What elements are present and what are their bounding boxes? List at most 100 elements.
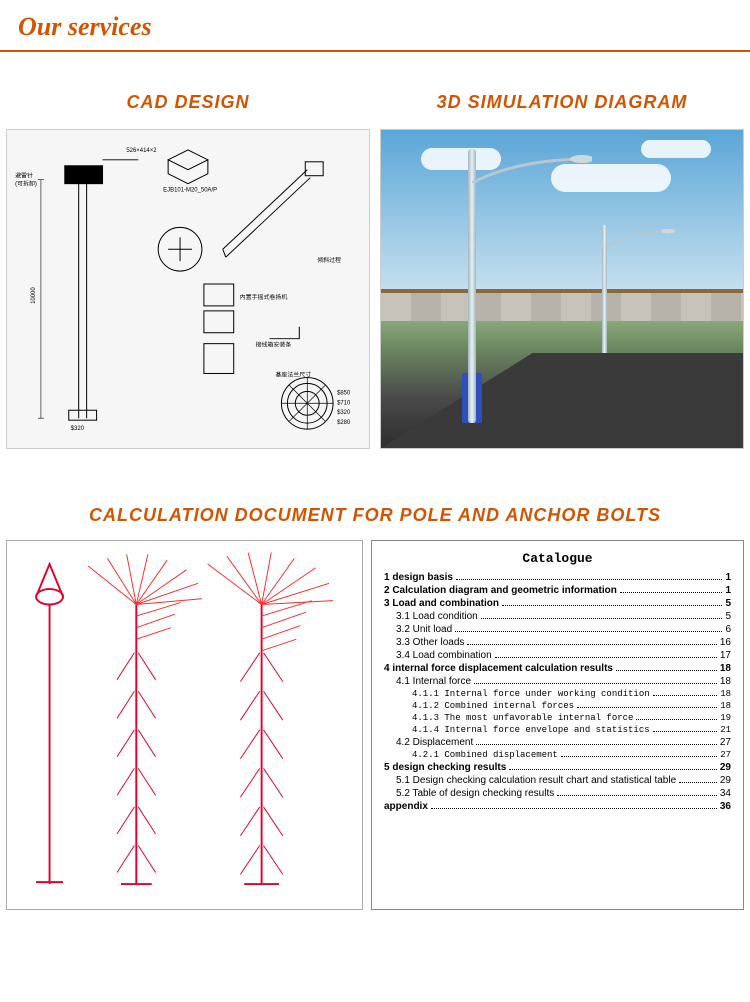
toc-dots	[561, 756, 717, 757]
toc-line: 5 design checking results 29	[384, 762, 731, 773]
sim-title: 3D SIMULATION DIAGRAM	[380, 92, 744, 113]
svg-text:526×414×2: 526×414×2	[126, 148, 157, 154]
svg-text:$320: $320	[337, 410, 351, 416]
toc-page: 5	[725, 598, 731, 609]
toc-line: 3 Load and combination 5	[384, 598, 731, 609]
toc-line: 4 internal force displacement calculatio…	[384, 663, 731, 674]
toc-page: 18	[720, 676, 731, 687]
toc-label: 3.1 Load condition	[396, 611, 478, 622]
toc-line: 2 Calculation diagram and geometric info…	[384, 585, 731, 596]
toc-label: 4.2 Displacement	[396, 737, 473, 748]
toc-line: 4.1.1 Internal force under working condi…	[384, 689, 731, 699]
toc-dots	[509, 769, 717, 770]
svg-text:$320: $320	[71, 426, 85, 432]
toc-page: 18	[720, 701, 731, 711]
toc-page: 5	[725, 611, 731, 622]
catalogue-toc: 1 design basis 1 2 Calculation diagram and…	[384, 572, 731, 812]
toc-dots	[502, 605, 722, 606]
svg-text:倾斜过程: 倾斜过程	[317, 256, 341, 264]
svg-text:避雷针: 避雷针	[15, 172, 33, 180]
toc-page: 19	[720, 713, 731, 723]
toc-page: 29	[720, 762, 731, 773]
toc-label: 4.2.1 Combined displacement	[412, 750, 558, 760]
toc-line: 3.4 Load combination 17	[384, 650, 731, 661]
toc-label: 3.4 Load combination	[396, 650, 492, 661]
toc-page: 17	[720, 650, 731, 661]
toc-line: 1 design basis 1	[384, 572, 731, 583]
toc-label: 4.1.2 Combined internal forces	[412, 701, 574, 711]
toc-page: 27	[720, 750, 731, 760]
toc-dots	[431, 808, 717, 809]
svg-text:接线箱安装条: 接线箱安装条	[256, 341, 292, 349]
toc-line: 4.2 Displacement 27	[384, 737, 731, 748]
toc-page: 1	[725, 572, 731, 583]
toc-dots	[481, 618, 723, 619]
toc-page: 6	[725, 624, 731, 635]
toc-dots	[653, 695, 718, 696]
toc-line: appendix36	[384, 801, 731, 812]
toc-label: 3.2 Unit load	[396, 624, 452, 635]
toc-dots	[636, 719, 717, 720]
cad-title: CAD DESIGN	[6, 92, 370, 113]
toc-line: 5.1 Design checking calculation result c…	[384, 775, 731, 786]
cad-panel: CAD DESIGN	[6, 92, 370, 449]
catalogue-heading: Catalogue	[384, 551, 731, 566]
toc-label: 1 design basis	[384, 572, 453, 583]
svg-text:内置手摇式卷扬机: 内置手摇式卷扬机	[240, 293, 288, 301]
toc-dots	[455, 631, 722, 632]
toc-dots	[467, 644, 717, 645]
svg-text:$850: $850	[337, 390, 351, 396]
toc-page: 1	[725, 585, 731, 596]
svg-text:(可拆卸): (可拆卸)	[15, 180, 37, 188]
bottom-row: Catalogue 1 design basis 1 2 Calculation d…	[0, 540, 750, 930]
toc-page: 29	[720, 775, 731, 786]
toc-label: 5.2 Table of design checking results	[396, 788, 554, 799]
page-header: Our services	[0, 0, 750, 52]
toc-dots	[616, 670, 717, 671]
page-title: Our services	[18, 12, 732, 42]
toc-label: 3 Load and combination	[384, 598, 499, 609]
toc-page: 21	[720, 725, 731, 735]
calc-doc-title: CALCULATION DOCUMENT FOR POLE AND ANCHOR…	[0, 505, 750, 526]
toc-dots	[577, 707, 717, 708]
toc-page: 34	[720, 788, 731, 799]
sim-panel: 3D SIMULATION DIAGRAM	[380, 92, 744, 449]
toc-label: 5 design checking results	[384, 762, 506, 773]
svg-text:EJB101-M20_50A/P: EJB101-M20_50A/P	[163, 188, 217, 194]
simulation-render	[380, 129, 744, 449]
toc-line: 4.1.4 Internal force envelope and statis…	[384, 725, 731, 735]
catalogue-box: Catalogue 1 design basis 1 2 Calculation d…	[371, 540, 744, 910]
toc-label: 4.1 Internal force	[396, 676, 471, 687]
toc-label: 2 Calculation diagram and geometric info…	[384, 585, 617, 596]
svg-text:$280: $280	[337, 420, 351, 426]
top-row: CAD DESIGN	[0, 92, 750, 449]
toc-page: 27	[720, 737, 731, 748]
toc-line: 4.1.3 The most unfavorable internal forc…	[384, 713, 731, 723]
toc-dots	[653, 731, 718, 732]
toc-page: 18	[720, 689, 731, 699]
toc-dots	[495, 657, 717, 658]
toc-label: 4.1.3 The most unfavorable internal forc…	[412, 713, 633, 723]
toc-dots	[620, 592, 723, 593]
toc-label: 3.3 Other loads	[396, 637, 464, 648]
toc-line: 3.1 Load condition 5	[384, 611, 731, 622]
toc-line: 4.2.1 Combined displacement 27	[384, 750, 731, 760]
toc-line: 4.1 Internal force 18	[384, 676, 731, 687]
svg-text:基座法兰尺寸: 基座法兰尺寸	[275, 370, 311, 378]
force-diagram	[6, 540, 363, 910]
toc-dots	[679, 782, 717, 783]
toc-label: 4.1.4 Internal force envelope and statis…	[412, 725, 650, 735]
toc-line: 4.1.2 Combined internal forces 18	[384, 701, 731, 711]
toc-line: 3.2 Unit load 6	[384, 624, 731, 635]
cad-drawing: 避雷针 (可拆卸) 526×414×2 EJB101-M20_50A/P 倾斜过…	[6, 129, 370, 449]
toc-dots	[456, 579, 723, 580]
toc-label: 4 internal force displacement calculatio…	[384, 663, 613, 674]
svg-text:$710: $710	[337, 400, 351, 406]
svg-text:10000: 10000	[31, 287, 37, 304]
toc-dots	[557, 795, 717, 796]
toc-line: 5.2 Table of design checking results 34	[384, 788, 731, 799]
toc-line: 3.3 Other loads16	[384, 637, 731, 648]
toc-dots	[476, 744, 717, 745]
toc-page: 36	[720, 801, 731, 812]
toc-page: 18	[720, 663, 731, 674]
